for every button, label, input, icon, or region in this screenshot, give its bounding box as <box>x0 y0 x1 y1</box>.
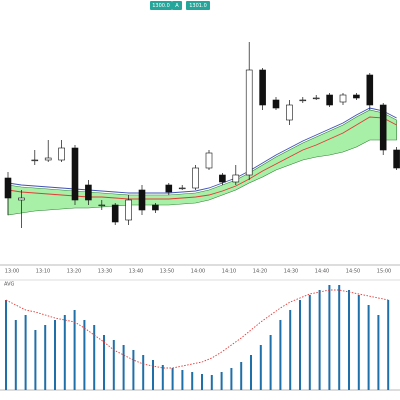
candle-body <box>366 74 374 106</box>
candle-body <box>299 99 307 102</box>
candle-body <box>85 184 92 201</box>
bar <box>152 360 154 390</box>
button-label: A <box>175 3 179 9</box>
button[interactable] <box>186 1 210 10</box>
candle-body <box>31 159 39 162</box>
bar <box>83 320 86 390</box>
bar <box>387 300 390 390</box>
bar <box>24 315 27 390</box>
candle-body <box>71 147 79 201</box>
candle-body <box>353 94 360 99</box>
avg-line <box>5 289 389 369</box>
candle-body <box>178 187 186 190</box>
bar <box>63 315 66 390</box>
bar <box>122 345 125 390</box>
bar <box>93 325 96 390</box>
bar <box>220 372 223 390</box>
candle-body <box>272 99 280 109</box>
x-tick-label: 13:50 <box>160 269 174 275</box>
bar <box>289 310 292 390</box>
candle-body <box>111 204 119 223</box>
bar <box>210 375 213 390</box>
bar <box>142 355 145 390</box>
bar <box>44 325 47 390</box>
candle-body <box>58 147 65 161</box>
bar <box>259 345 262 390</box>
candle-body <box>44 157 52 161</box>
bar <box>103 335 105 390</box>
candle-body <box>165 184 173 193</box>
candle-body <box>312 97 320 100</box>
bar <box>171 368 174 390</box>
bar <box>161 365 164 390</box>
candle-body <box>379 104 387 151</box>
x-tick-label: 14:10 <box>222 269 236 275</box>
candle-body <box>125 199 132 221</box>
bar <box>348 290 350 390</box>
bar <box>377 315 380 390</box>
button[interactable] <box>150 1 172 10</box>
x-tick-label: 14:40 <box>315 269 329 275</box>
button[interactable] <box>172 1 182 10</box>
x-tick-label: 13:40 <box>129 269 143 275</box>
bar <box>73 310 76 390</box>
bar <box>367 305 370 390</box>
x-tick-label: 14:50 <box>346 269 360 275</box>
button-label: 1301.0 <box>189 3 207 9</box>
x-tick-label: 14:30 <box>284 269 298 275</box>
band <box>7 109 397 216</box>
bar <box>54 320 56 390</box>
panel-label: AVG <box>4 282 15 288</box>
x-tick-label: 13:30 <box>98 269 112 275</box>
candle-body <box>245 69 253 176</box>
x-tick-label: 15:00 <box>377 269 391 275</box>
x-tick-label: 14:00 <box>191 269 205 275</box>
bar <box>5 300 7 390</box>
bar <box>357 295 360 390</box>
bar <box>14 320 17 390</box>
candle-body <box>232 174 240 183</box>
candle-body <box>98 204 106 207</box>
candle-body <box>192 167 199 189</box>
candle-body <box>339 94 347 103</box>
bar <box>269 335 272 390</box>
x-tick-label: 13:20 <box>67 269 81 275</box>
candle-body <box>219 174 226 183</box>
candle-body <box>18 197 25 201</box>
bar <box>191 372 194 390</box>
bar <box>230 368 233 390</box>
bar <box>279 320 282 390</box>
bar <box>132 350 135 390</box>
candle-body <box>205 152 213 169</box>
candle-body <box>138 189 146 211</box>
bar <box>338 285 341 390</box>
candle-body <box>286 104 293 121</box>
bar <box>308 295 311 390</box>
candle-body <box>4 177 12 199</box>
x-tick-label: 13:10 <box>36 269 50 275</box>
bar <box>250 355 252 390</box>
bar <box>34 330 37 390</box>
bar <box>318 290 321 390</box>
candle-body <box>259 69 266 106</box>
bar <box>112 340 115 390</box>
x-tick-label: 13:00 <box>5 269 19 275</box>
button-label: 1300.0 <box>152 3 170 9</box>
x-tick-label: 14:20 <box>253 269 267 275</box>
bar <box>328 285 331 390</box>
bar <box>299 300 301 390</box>
candle-body <box>152 204 159 211</box>
bar <box>201 374 203 390</box>
candle-body <box>326 94 333 106</box>
bar <box>181 370 184 390</box>
bar <box>240 362 243 390</box>
candle-body <box>393 149 400 169</box>
